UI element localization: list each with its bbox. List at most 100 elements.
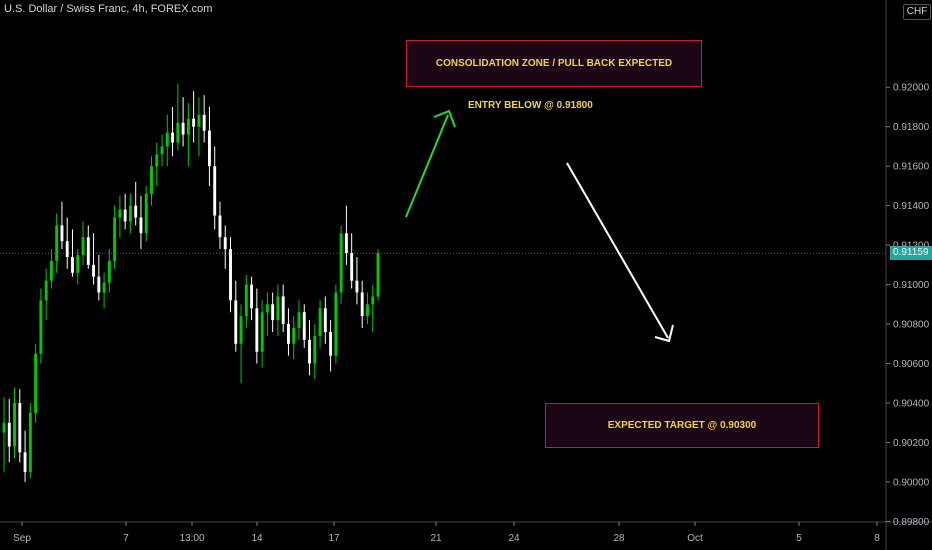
candle-down	[255, 308, 259, 352]
candle-up	[197, 114, 201, 127]
x-tick-label: Oct	[687, 533, 703, 544]
candle-down	[350, 253, 354, 281]
x-tick-label: 21	[430, 533, 442, 544]
x-tick-label: Sep	[13, 533, 31, 544]
candle-up	[318, 308, 322, 336]
y-tick-label: 0.91200	[893, 241, 930, 252]
entry-arrow-head	[433, 109, 456, 128]
target-arrow-head	[654, 324, 674, 343]
candle-up	[339, 233, 343, 293]
candle-down	[60, 225, 64, 242]
candle-down	[360, 292, 364, 317]
x-tick-label: 7	[123, 533, 129, 544]
candle-down	[134, 205, 138, 218]
candle-down	[71, 256, 74, 273]
candle-down	[287, 324, 290, 344]
candle-up	[44, 280, 48, 301]
y-tick-label: 0.89800	[893, 517, 930, 528]
candle-up	[239, 316, 243, 344]
candle-up	[55, 225, 59, 261]
candle-down	[192, 118, 196, 127]
candle-down	[202, 114, 206, 131]
candle-down	[123, 209, 127, 222]
currency-unit-label[interactable]: CHF	[903, 4, 931, 20]
candle-up	[118, 209, 122, 218]
candle-down	[23, 452, 27, 473]
candle-up	[144, 193, 148, 234]
y-tick-label: 0.91000	[893, 280, 930, 291]
candle-up	[28, 412, 32, 473]
candle-up	[49, 260, 53, 281]
y-tick-label: 0.90800	[893, 320, 930, 331]
candle-down	[97, 276, 101, 293]
candle-up	[76, 254, 80, 273]
candle-down	[92, 264, 95, 277]
candle-up	[102, 282, 106, 293]
candle-down	[223, 237, 227, 250]
x-tick-label: 5	[796, 533, 802, 544]
candle-down	[86, 237, 90, 265]
candle-up	[81, 237, 85, 255]
candle-down	[271, 304, 275, 321]
candle-up	[376, 253, 380, 297]
candle-up	[39, 300, 43, 354]
candle-down	[308, 339, 311, 364]
expected-target-box[interactable]: EXPECTED TARGET @ 0.90300	[545, 403, 819, 448]
y-tick-label: 0.90600	[893, 359, 930, 370]
chart-title: U.S. Dollar / Swiss Franc, 4h, FOREX.com	[4, 3, 213, 15]
candle-down	[234, 300, 238, 344]
candle-down	[65, 241, 69, 257]
y-tick-label: 0.91600	[893, 162, 930, 173]
candle-up	[155, 154, 159, 167]
candle-down	[218, 215, 222, 238]
candle-up	[128, 205, 132, 222]
x-tick-label: 14	[251, 533, 263, 544]
candle-up	[276, 296, 280, 321]
candle-up	[34, 353, 38, 413]
candle-down	[344, 233, 348, 254]
entry-arrow-shaft	[405, 114, 449, 218]
x-tick-label: 13:00	[179, 533, 204, 544]
candle-down	[323, 308, 327, 332]
candle-down	[7, 422, 11, 447]
candle-up	[313, 335, 317, 364]
candle-up	[186, 118, 190, 135]
candle-up	[176, 122, 180, 143]
candle-down	[302, 312, 306, 340]
candle-down	[229, 249, 232, 301]
candle-up	[244, 284, 248, 317]
y-tick-label: 0.91800	[893, 122, 930, 133]
candle-up	[2, 422, 6, 433]
x-tick-label: 8	[874, 533, 880, 544]
candle-down	[139, 217, 143, 234]
candle-up	[107, 260, 111, 283]
candle-up	[265, 304, 269, 313]
candle-up	[113, 217, 117, 261]
y-tick-label: 0.90400	[893, 399, 930, 410]
candle-up	[160, 146, 164, 155]
candle-up	[366, 304, 369, 317]
candle-down	[171, 132, 175, 143]
consolidation-zone-box[interactable]: CONSOLIDATION ZONE / PULL BACK EXPECTED	[406, 40, 702, 87]
candle-down	[213, 166, 217, 216]
x-tick-label: 17	[328, 533, 340, 544]
candle-down	[355, 280, 359, 293]
candle-down	[329, 331, 333, 356]
candle-down	[281, 296, 285, 325]
entry-label: ENTRY BELOW @ 0.91800	[468, 100, 593, 111]
consolidation-zone-label: CONSOLIDATION ZONE / PULL BACK EXPECTED	[435, 58, 673, 69]
candle-up	[13, 403, 16, 447]
current-price-tag: 0.91159	[890, 246, 932, 261]
candle-up	[297, 312, 301, 329]
expected-target-label: EXPECTED TARGET @ 0.90300	[607, 420, 757, 431]
y-tick-label: 0.90200	[893, 438, 930, 449]
candle-down	[18, 403, 22, 453]
x-tick-label: 24	[508, 533, 520, 544]
candle-down	[250, 284, 254, 309]
candle-up	[165, 132, 169, 147]
candle-up	[334, 292, 338, 356]
y-tick-label: 0.92000	[893, 83, 930, 94]
candle-up	[292, 328, 296, 344]
y-tick-label: 0.91400	[893, 201, 930, 212]
